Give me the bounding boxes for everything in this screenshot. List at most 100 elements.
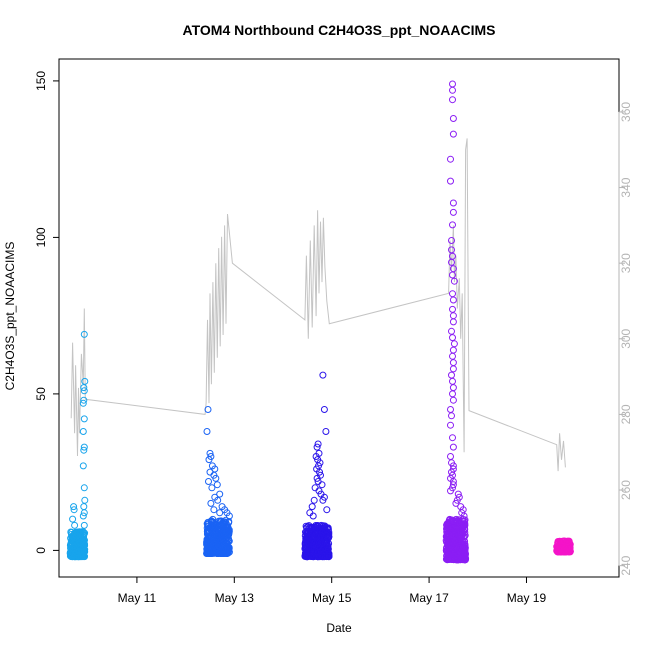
secondary-line-layer bbox=[70, 138, 566, 472]
data-point bbox=[71, 521, 79, 529]
data-point bbox=[69, 534, 77, 541]
y2-tick-label: 260 bbox=[619, 480, 633, 500]
data-point bbox=[309, 512, 317, 520]
data-point bbox=[320, 406, 328, 413]
data-point bbox=[461, 542, 469, 550]
data-point bbox=[449, 390, 456, 398]
data-point bbox=[81, 542, 88, 549]
data-point bbox=[80, 484, 88, 492]
data-point bbox=[449, 359, 457, 367]
x-tick-label: May 19 bbox=[507, 591, 547, 605]
secondary-line bbox=[70, 138, 566, 472]
data-point bbox=[209, 523, 217, 531]
data-point bbox=[445, 540, 453, 548]
x-axis: May 11 May 13 May 15 May 17 May 19 bbox=[118, 577, 547, 605]
data-point bbox=[206, 532, 214, 539]
data-point bbox=[449, 481, 457, 489]
data-point bbox=[80, 330, 88, 338]
data-point bbox=[449, 384, 457, 392]
data-point bbox=[214, 496, 222, 504]
data-point bbox=[209, 532, 217, 540]
plot-frame bbox=[58, 58, 620, 578]
data-point bbox=[318, 481, 326, 489]
data-point bbox=[449, 271, 456, 279]
data-point bbox=[563, 538, 571, 546]
data-point bbox=[216, 509, 224, 517]
data-point bbox=[69, 515, 77, 523]
data-point bbox=[217, 517, 225, 525]
data-point bbox=[455, 537, 463, 545]
data-point bbox=[559, 547, 567, 555]
y2-tick-label: 300 bbox=[619, 328, 633, 348]
data-point bbox=[307, 548, 315, 556]
x-tick-label: May 13 bbox=[215, 591, 255, 605]
data-point bbox=[70, 537, 78, 545]
data-point bbox=[323, 541, 331, 549]
data-point bbox=[205, 478, 212, 485]
data-point bbox=[68, 545, 75, 553]
y-tick-label: 0 bbox=[34, 547, 48, 554]
y2-tick-label: 340 bbox=[619, 177, 633, 197]
data-point bbox=[210, 549, 218, 557]
y2-axis: 240 260 280 300 320 340 360 bbox=[618, 102, 633, 576]
data-point bbox=[324, 545, 332, 553]
data-point bbox=[313, 443, 321, 451]
data-point bbox=[80, 387, 88, 395]
data-point bbox=[456, 524, 464, 532]
data-point bbox=[220, 536, 227, 543]
data-point bbox=[449, 96, 456, 104]
data-point bbox=[205, 456, 213, 464]
data-point bbox=[447, 177, 454, 185]
data-point bbox=[219, 531, 227, 539]
data-point bbox=[218, 534, 226, 542]
data-point bbox=[80, 446, 88, 454]
data-point bbox=[80, 531, 87, 539]
data-point bbox=[450, 532, 458, 539]
data-point bbox=[205, 542, 213, 550]
data-point bbox=[450, 340, 458, 348]
data-point bbox=[449, 346, 457, 354]
data-point bbox=[316, 468, 323, 476]
data-point bbox=[213, 481, 221, 489]
data-point bbox=[447, 487, 454, 495]
data-point bbox=[225, 526, 233, 534]
data-point bbox=[450, 277, 458, 285]
data-point bbox=[80, 396, 88, 404]
data-point bbox=[80, 521, 88, 529]
data-point bbox=[449, 365, 457, 373]
data-point bbox=[210, 506, 218, 514]
data-point bbox=[449, 130, 457, 138]
data-point bbox=[70, 506, 78, 514]
data-point bbox=[449, 434, 456, 442]
data-point bbox=[561, 537, 568, 545]
data-point bbox=[449, 305, 456, 313]
data-point bbox=[318, 529, 326, 537]
data-point bbox=[303, 532, 311, 540]
data-point bbox=[452, 499, 460, 507]
data-point bbox=[313, 474, 321, 482]
data-point bbox=[211, 521, 219, 529]
data-point bbox=[208, 484, 216, 492]
data-point bbox=[449, 115, 457, 122]
data-point bbox=[79, 462, 87, 470]
data-point bbox=[203, 428, 211, 435]
data-point bbox=[80, 415, 88, 423]
data-point bbox=[79, 538, 87, 546]
y-axis: 0 50 100 150 bbox=[34, 71, 60, 554]
data-point bbox=[448, 371, 455, 379]
data-point bbox=[449, 296, 457, 304]
data-point bbox=[553, 543, 561, 551]
data-point bbox=[308, 537, 316, 545]
data-point bbox=[447, 453, 454, 460]
data-point bbox=[207, 499, 215, 507]
data-point bbox=[219, 545, 227, 553]
data-point bbox=[216, 490, 224, 498]
data-point bbox=[310, 496, 318, 504]
data-point bbox=[454, 556, 462, 564]
data-point bbox=[449, 334, 456, 342]
data-point bbox=[79, 512, 87, 520]
data-point bbox=[314, 544, 322, 552]
data-point bbox=[449, 312, 457, 320]
data-point bbox=[445, 548, 453, 556]
